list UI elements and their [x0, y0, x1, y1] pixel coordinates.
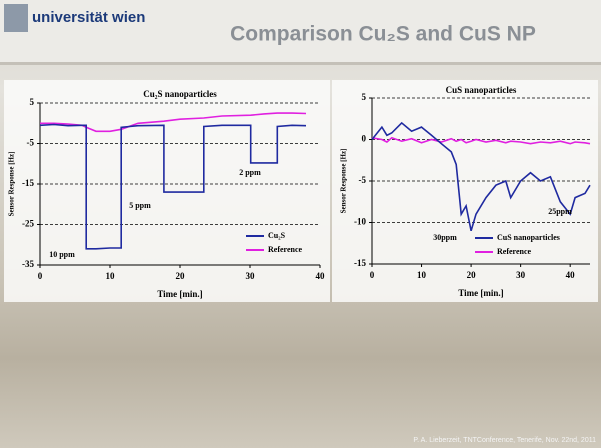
y-axis-label: Sensor Response [Hz] [8, 152, 16, 217]
footer: P. A. Lieberzeit, TNTConference, Tenerif… [413, 437, 596, 444]
x-tick-label: 20 [176, 271, 186, 281]
chart-title: CuS nanoparticles [446, 85, 517, 95]
x-tick-label: 10 [106, 271, 116, 281]
legend-label: Reference [268, 245, 303, 254]
x-tick-label: 0 [38, 271, 43, 281]
x-tick-label: 40 [566, 270, 576, 280]
y-tick-label: 5 [362, 92, 367, 102]
y-tick-label: 0 [362, 134, 367, 144]
y-tick-label: -5 [359, 175, 367, 185]
annotation: 25ppm [548, 207, 572, 216]
annotation: 2 ppm [239, 168, 261, 177]
y-tick-label: -15 [354, 258, 366, 268]
y-tick-label: -10 [354, 217, 366, 227]
x-tick-label: 10 [417, 270, 427, 280]
x-tick-label: 40 [316, 271, 326, 281]
y-tick-label: -5 [27, 138, 35, 148]
annotation: 5 ppm [129, 201, 151, 210]
header-rule [0, 62, 601, 65]
x-axis-label: Time [min.] [458, 288, 503, 298]
y-axis-label: Sensor Response [Hz] [340, 149, 348, 214]
annotation: 10 ppm [49, 250, 75, 259]
slide-canvas: universität wien Comparison Cu₂S and CuS… [0, 0, 601, 448]
chart-title: Cu₂S nanoparticles [143, 89, 217, 99]
logo-emblem [4, 4, 28, 32]
logo: universität wien [32, 9, 145, 26]
slide-title: Comparison Cu₂S and CuS NP [230, 23, 536, 46]
y-tick-label: -35 [22, 259, 34, 269]
x-tick-label: 0 [370, 270, 375, 280]
y-tick-label: -15 [22, 178, 34, 188]
slide: universität wien Comparison Cu₂S and CuS… [0, 0, 601, 448]
annotation: 30ppm [433, 233, 457, 242]
legend-label: Reference [497, 247, 532, 256]
legend-label: Cu₂S [268, 231, 286, 240]
legend-label: CuS nanoparticles [497, 233, 560, 242]
x-tick-label: 20 [467, 270, 477, 280]
y-tick-label: -25 [22, 219, 34, 229]
y-tick-label: 5 [30, 97, 35, 107]
x-axis-label: Time [min.] [157, 289, 202, 299]
x-tick-label: 30 [246, 271, 256, 281]
x-tick-label: 30 [516, 270, 526, 280]
